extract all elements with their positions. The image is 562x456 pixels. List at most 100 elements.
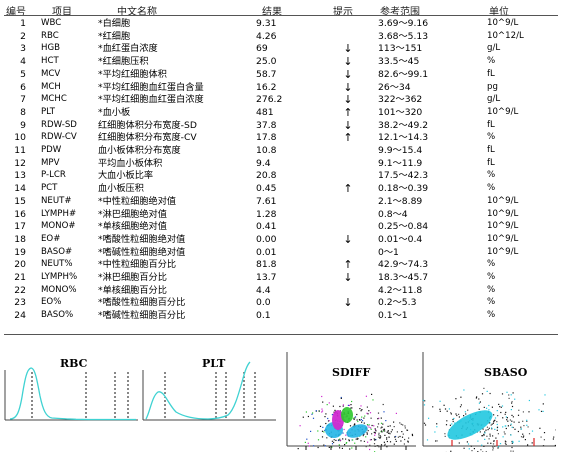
row-no: 8	[20, 106, 26, 118]
header-unit: 单位	[489, 7, 509, 18]
header-result: 结果	[262, 7, 282, 18]
row-name: *中性粒细胞百分比	[98, 259, 177, 271]
arrow-down-icon: ↓	[343, 42, 353, 56]
arrow-down-icon: ↓	[343, 93, 353, 107]
row-unit: 10^9/L	[487, 246, 519, 257]
header-flag: 提示	[333, 7, 353, 18]
table-row: 18 EO# *嗜酸性粒细胞绝对值 0.00 ↓ 0.01～0.4 10^9/L	[0, 234, 562, 245]
row-no: 14	[14, 183, 26, 195]
row-result: 9.31	[256, 18, 277, 29]
row-name: *血红蛋白浓度	[98, 43, 158, 55]
row-result: 81.8	[256, 259, 277, 271]
arrow-down-icon: ↓	[343, 271, 353, 284]
row-unit: %	[487, 310, 496, 321]
row-unit: pg	[487, 81, 498, 92]
row-result: 58.7	[256, 68, 277, 80]
row-result: 16.2	[256, 81, 277, 93]
row-result: 0.1	[256, 310, 271, 322]
row-ref: 3.68～5.13	[378, 30, 429, 42]
row-name: *淋巴细胞绝对值	[98, 208, 167, 220]
row-name: *嗜酸性粒细胞绝对值	[98, 233, 186, 245]
arrow-up-icon: ↑	[343, 131, 353, 145]
row-unit: fL	[487, 119, 495, 130]
row-ref: 9.9～15.4	[378, 145, 423, 156]
table-row: 1 WBC *白细胞 9.31 3.69～9.16 10^9/L	[0, 18, 562, 29]
row-ref: 0.18～0.39	[378, 183, 429, 195]
row-ref: 33.5～45	[378, 56, 420, 68]
arrow-down-icon: ↓	[343, 232, 353, 246]
row-ref: 42.9～74.3	[378, 259, 429, 271]
row-ref: 0.01～0.4	[378, 233, 423, 245]
row-unit: 10^9/L	[487, 221, 519, 232]
table-row: 7 MCHC *平均红细胞血红蛋白浓度 276.2 ↓ 322～362 g/L	[0, 94, 562, 105]
arrow-down-icon: ↓	[343, 296, 353, 310]
row-ref: 18.3～45.7	[378, 272, 429, 283]
table-row: 9 RDW-SD 红细胞体积分布宽度-SD 37.8 ↓ 38.2～49.2 fL	[0, 120, 562, 131]
row-result: 25.0	[256, 56, 277, 68]
row-result: 4.26	[256, 30, 277, 42]
row-name: 平均血小板体积	[98, 157, 163, 169]
row-name: *嗜碱性粒细胞绝对值	[98, 246, 186, 258]
row-unit: %	[487, 297, 496, 308]
row-unit: %	[487, 56, 496, 67]
row-ref: 3.69～9.16	[378, 18, 429, 29]
row-name: *红细胞	[98, 30, 131, 42]
row-code: RDW-SD	[41, 119, 77, 130]
row-unit: %	[487, 284, 496, 295]
table-row: 3 HGB *血红蛋白浓度 69 ↓ 113～151 g/L	[0, 43, 562, 54]
row-unit: 10^9/L	[487, 233, 519, 244]
row-result: 4.4	[256, 284, 271, 296]
row-ref: 322～362	[378, 94, 423, 106]
sdiff-scattergram-plot	[286, 352, 416, 452]
row-no: 23	[14, 297, 26, 309]
row-unit: 10^9/L	[487, 195, 519, 206]
row-ref: 4.2～11.8	[378, 284, 423, 296]
table-row: 24 BASO% *嗜碱性粒细胞百分比 0.1 0.1～1%	[0, 310, 562, 321]
row-code: BASO#	[41, 246, 73, 257]
sbaso-title: SBASO	[484, 366, 528, 379]
row-code: NEUT%	[41, 259, 73, 270]
row-no: 12	[14, 157, 26, 169]
row-code: P-LCR	[41, 170, 66, 181]
row-result: 481	[256, 106, 274, 118]
plt-title: PLT	[202, 357, 226, 370]
row-code: HCT	[41, 56, 59, 67]
row-code: PLT	[41, 106, 56, 117]
row-no: 3	[20, 43, 26, 55]
row-no: 19	[14, 246, 26, 258]
row-unit: 10^12/L	[487, 30, 524, 41]
row-code: BASO%	[41, 310, 74, 321]
row-ref: 0～1	[378, 246, 399, 258]
row-no: 9	[20, 119, 26, 131]
row-result: 37.8	[256, 119, 277, 131]
row-code: PCT	[41, 183, 58, 194]
row-name: *红细胞压积	[98, 56, 149, 68]
row-name: 大血小板比率	[98, 170, 154, 182]
table-row: 8 PLT *血小板 481 ↑ 101～320 10^9/L	[0, 107, 562, 118]
row-name: 红细胞体积分布宽度-SD	[98, 119, 197, 131]
row-unit: g/L	[487, 43, 501, 54]
row-no: 4	[20, 56, 26, 68]
sdiff-title: SDIFF	[332, 366, 371, 379]
row-result: 0.01	[256, 246, 277, 258]
table-row: 20 NEUT% *中性粒细胞百分比 81.8 ↑ 42.9～74.3%	[0, 259, 562, 270]
sbaso-scattergram: SBASO	[422, 352, 556, 452]
row-unit: %	[487, 170, 496, 181]
row-result: 10.8	[256, 145, 277, 156]
row-code: MCV	[41, 68, 61, 79]
row-code: NEUT#	[41, 195, 72, 206]
row-ref: 12.1～14.3	[378, 132, 429, 144]
row-no: 21	[14, 272, 26, 283]
row-code: LYMPH#	[41, 208, 77, 219]
table-row: 16 LYMPH# *淋巴细胞绝对值 1.28 0.8～4 10^9/L	[0, 209, 562, 220]
row-no: 6	[20, 81, 26, 93]
row-code: EO%	[41, 297, 62, 308]
row-code: PDW	[41, 145, 62, 155]
row-no: 11	[14, 145, 26, 156]
row-no: 13	[14, 170, 26, 182]
row-unit: fL	[487, 157, 495, 168]
rbc-title: RBC	[60, 357, 88, 370]
table-row: 5 MCV *平均红细胞体积 58.7 ↓ 82.6～99.1 fL	[0, 69, 562, 80]
row-unit: %	[487, 272, 496, 282]
table-row: 14 PCT 血小板压积 0.45 ↑ 0.18～0.39%	[0, 183, 562, 194]
